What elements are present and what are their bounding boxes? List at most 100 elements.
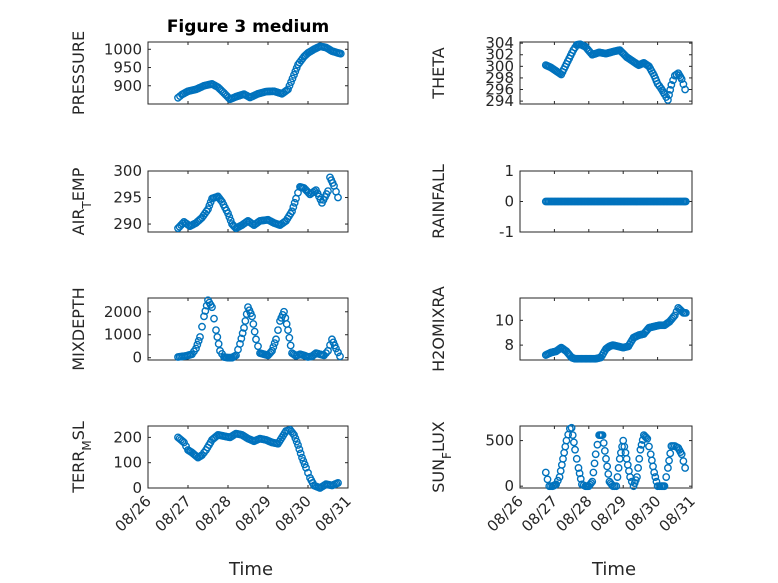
y-tick-label: 302 (485, 46, 514, 64)
y-tick-label: 500 (485, 432, 514, 450)
y-axis-label: SUNFLUX (429, 421, 454, 493)
data-point (681, 464, 690, 472)
figure-title: Figure 3 medium (167, 17, 329, 37)
data-point (681, 85, 690, 94)
data-point-interp (225, 213, 234, 221)
data-point-interp (210, 314, 218, 323)
y-tick-label: 1 (504, 162, 514, 180)
data-point-interp (193, 340, 202, 349)
subplot-7: 010020008/2608/2708/2808/2908/3008/31TER… (69, 421, 355, 580)
data-point-interp (569, 438, 578, 447)
data-point-interp (274, 326, 282, 335)
data-point-interp (669, 76, 677, 85)
data-point-interp (213, 333, 222, 341)
data-point (204, 205, 212, 214)
data-point (650, 468, 659, 477)
y-axis-label-subscript: F (440, 452, 454, 459)
data-point (288, 207, 296, 216)
data-point-interp (599, 439, 608, 447)
y-axis-label: TERRMSL (69, 421, 94, 494)
data-point-interp (635, 454, 644, 463)
y-axis-label: H2OMIXRA (429, 286, 448, 372)
x-axis-label: Time (228, 559, 273, 580)
data-point (294, 441, 302, 449)
y-tick-label: 0 (132, 479, 142, 497)
y-tick-label: 0 (504, 477, 514, 495)
data-point-interp (666, 449, 675, 458)
data-point-interp (285, 81, 294, 90)
y-tick-label: 1000 (104, 326, 142, 344)
data-point (567, 423, 576, 432)
data-point-interp (205, 201, 214, 210)
data-point-interp (651, 473, 660, 481)
data-point (240, 323, 248, 332)
data-point-interp (237, 334, 246, 343)
data-point-interp (613, 473, 622, 481)
data-point (236, 340, 244, 348)
data-point-interp (642, 433, 651, 442)
data-point (252, 335, 260, 344)
data-point-interp (322, 349, 330, 358)
y-tick-label: 290 (113, 215, 142, 233)
series-markers (541, 197, 690, 206)
data-point (591, 450, 600, 459)
data-point (660, 482, 669, 491)
data-point (284, 85, 292, 94)
data-point (602, 454, 610, 463)
data-point-interp (679, 457, 688, 466)
data-point-interp (194, 336, 203, 345)
data-point-interp (290, 198, 299, 207)
data-point (681, 197, 690, 206)
data-point-interp (288, 74, 297, 83)
data-point-interp (270, 339, 279, 348)
y-axis-label: AIRTEMP (69, 167, 94, 235)
data-point (212, 326, 220, 335)
y-axis-label-subscript: M (80, 440, 94, 450)
series-markers (174, 42, 345, 104)
data-point (664, 464, 672, 472)
data-point (324, 187, 332, 196)
data-point-interp (576, 474, 585, 483)
data-point-interp (254, 342, 262, 351)
data-point-interp (637, 440, 646, 449)
series-markers (541, 40, 690, 104)
x-axis-label: Time (591, 559, 636, 580)
data-point (336, 352, 344, 361)
data-point-interp (590, 459, 599, 468)
y-tick-label: 300 (113, 162, 142, 180)
y-axis-label-part: EMP (69, 167, 88, 201)
series-markers (174, 296, 344, 362)
data-point (334, 193, 342, 202)
y-axis-label-part: TERR (69, 451, 88, 494)
subplot-4: -1 0 1 RAINFALL (429, 162, 693, 241)
data-point-interp (665, 91, 673, 99)
y-tick-label: 100 (113, 454, 142, 472)
y-axis-label-part: H2OMIXRA (429, 286, 448, 372)
data-point-interp (334, 348, 342, 357)
y-axis-label-part: PRESSURE (69, 31, 88, 115)
data-point (633, 473, 641, 481)
data-point-interp (600, 447, 609, 455)
data-point-interp (285, 333, 294, 342)
data-point-interp (553, 476, 562, 485)
data-point (588, 477, 597, 486)
y-tick-label: 0 (504, 193, 514, 211)
data-point-interp (201, 307, 210, 315)
series-markers (174, 173, 342, 233)
series-markers (541, 304, 690, 363)
data-point-interp (665, 456, 673, 465)
data-point (664, 96, 672, 104)
y-axis-label-part: SUN (429, 459, 448, 493)
data-point (571, 445, 579, 454)
y-tick-label: 900 (113, 77, 142, 95)
data-point (320, 351, 328, 360)
y-tick-label: 294 (485, 92, 514, 110)
y-axis-label-subscript: T (80, 201, 94, 210)
data-point (196, 333, 204, 341)
y-axis-label-part: SL (69, 421, 88, 440)
data-point (636, 445, 645, 454)
data-point (268, 346, 276, 355)
